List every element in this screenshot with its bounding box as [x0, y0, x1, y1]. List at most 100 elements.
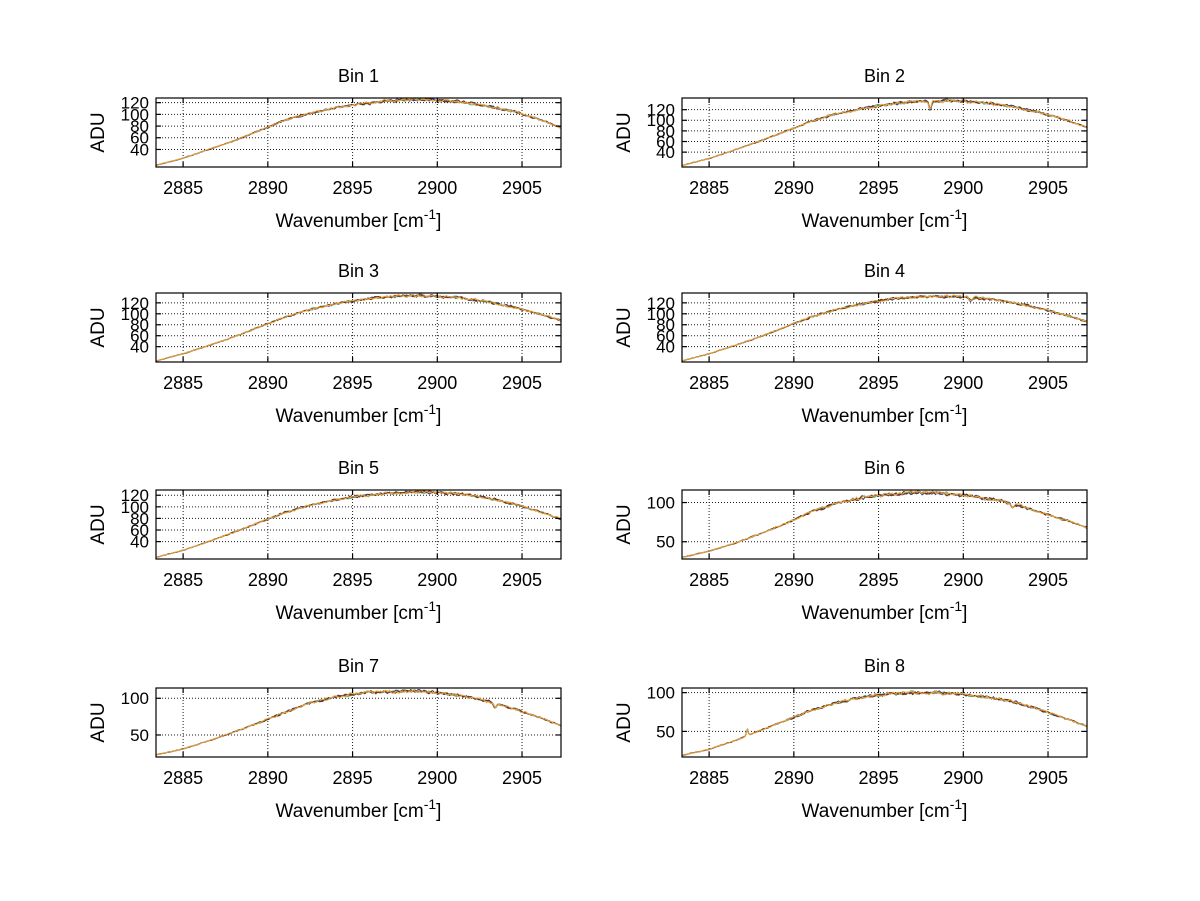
- y-tick-label: 100: [121, 689, 149, 708]
- x-axis-label-suffix: ]: [436, 603, 441, 624]
- trace-maroon: [156, 98, 561, 166]
- y-tick-label: 100: [647, 111, 675, 130]
- x-axis-label-main: Wavenumber [cm: [802, 211, 950, 232]
- y-axis-label: ADU: [88, 307, 109, 347]
- x-axis-label-superscript: -1: [950, 206, 963, 222]
- x-axis-label: Wavenumber [cm-1]: [276, 206, 442, 232]
- x-axis-label-suffix: ]: [962, 801, 967, 822]
- x-tick-label: 2885: [163, 768, 203, 788]
- x-axis-label-main: Wavenumber [cm: [802, 406, 950, 427]
- x-tick-label: 2905: [1028, 570, 1068, 590]
- x-tick-label: 2900: [417, 178, 457, 198]
- y-axis-label: ADU: [614, 504, 635, 544]
- x-axis-label-superscript: -1: [950, 796, 963, 812]
- x-tick-label: 2900: [417, 373, 457, 393]
- x-axis-label-main: Wavenumber [cm: [802, 603, 950, 624]
- x-tick-label: 2905: [502, 373, 542, 393]
- y-tick-label: 100: [647, 305, 675, 324]
- x-tick-label: 2905: [502, 768, 542, 788]
- axes-frame: [681, 687, 1088, 758]
- x-tick-label: 2890: [774, 178, 814, 198]
- x-tick-label: 2890: [774, 373, 814, 393]
- y-tick-label: 120: [121, 94, 149, 113]
- y-tick-label: 60: [130, 129, 149, 148]
- x-tick-label: 2895: [859, 373, 899, 393]
- x-tick-label: 2895: [333, 373, 373, 393]
- y-tick-label: 40: [130, 533, 149, 552]
- plot-title: Bin 4: [864, 261, 905, 281]
- x-tick-label: 2900: [417, 768, 457, 788]
- trace-green: [682, 295, 1087, 362]
- axes-frame: [155, 292, 562, 363]
- axes-frame: [155, 489, 562, 560]
- x-axis-label: Wavenumber [cm-1]: [276, 796, 442, 822]
- y-axis-label: ADU: [614, 307, 635, 347]
- x-tick-label: 2895: [859, 570, 899, 590]
- axes-frame: [681, 489, 1088, 560]
- x-tick-label: 2895: [859, 178, 899, 198]
- y-tick-label: 120: [647, 101, 675, 120]
- trace-navy: [156, 490, 561, 558]
- y-tick-label: 80: [130, 316, 149, 335]
- subplot-bin-8: Bin 8 50 100 2885 2890 2895 2900 2905 ADU Wavenum…: [614, 656, 1088, 822]
- axes-frame: [155, 97, 562, 168]
- y-axis-label: ADU: [88, 504, 109, 544]
- x-axis-label-main: Wavenumber [cm: [276, 603, 424, 624]
- y-tick-label: 100: [647, 684, 675, 703]
- x-axis-label-main: Wavenumber [cm: [276, 406, 424, 427]
- x-tick-label: 2885: [163, 178, 203, 198]
- trace-maroon: [682, 490, 1087, 558]
- x-axis-label-suffix: ]: [962, 603, 967, 624]
- trace-navy: [682, 690, 1087, 756]
- trace-navy: [682, 490, 1087, 559]
- x-tick-label: 2885: [163, 570, 203, 590]
- x-axis-label-superscript: -1: [424, 598, 437, 614]
- y-axis-label: ADU: [88, 112, 109, 152]
- y-tick-label: 100: [121, 105, 149, 124]
- x-tick-label: 2905: [1028, 373, 1068, 393]
- x-axis-label: Wavenumber [cm-1]: [276, 401, 442, 427]
- plot-title: Bin 2: [864, 66, 905, 86]
- y-tick-label: 40: [656, 338, 675, 357]
- axes-frame: [681, 292, 1088, 363]
- y-tick-label: 120: [121, 294, 149, 313]
- y-tick-label: 60: [656, 132, 675, 151]
- y-tick-label: 50: [656, 533, 675, 552]
- x-tick-label: 2900: [943, 373, 983, 393]
- y-tick-label: 80: [656, 122, 675, 141]
- x-tick-label: 2895: [333, 768, 373, 788]
- x-tick-label: 2890: [248, 768, 288, 788]
- plot-title: Bin 5: [338, 458, 379, 478]
- trace-green: [156, 689, 561, 756]
- x-axis-label: Wavenumber [cm-1]: [802, 401, 968, 427]
- x-axis-label-superscript: -1: [424, 401, 437, 417]
- x-tick-label: 2890: [774, 570, 814, 590]
- trace-green: [682, 490, 1087, 558]
- x-tick-label: 2905: [502, 570, 542, 590]
- trace-orange: [156, 98, 561, 166]
- subplot-bin-6: Bin 6 50 100 2885 2890 2895 2900 2905 ADU Wavenum…: [614, 458, 1088, 624]
- x-axis-label-suffix: ]: [436, 211, 441, 232]
- plot-title: Bin 6: [864, 458, 905, 478]
- x-tick-label: 2900: [943, 570, 983, 590]
- x-tick-label: 2890: [248, 178, 288, 198]
- x-axis-label-superscript: -1: [950, 598, 963, 614]
- y-tick-label: 60: [130, 521, 149, 540]
- trace-navy: [156, 688, 561, 756]
- x-tick-label: 2885: [689, 768, 729, 788]
- trace-orange: [156, 689, 561, 756]
- y-tick-label: 120: [647, 294, 675, 313]
- x-tick-label: 2905: [502, 178, 542, 198]
- x-axis-label-main: Wavenumber [cm: [276, 801, 424, 822]
- x-axis-label: Wavenumber [cm-1]: [802, 598, 968, 624]
- y-tick-label: 80: [656, 316, 675, 335]
- trace-orange: [682, 294, 1087, 362]
- x-tick-label: 2885: [163, 373, 203, 393]
- x-tick-label: 2890: [248, 373, 288, 393]
- trace-orange: [156, 293, 561, 362]
- x-axis-label-superscript: -1: [950, 401, 963, 417]
